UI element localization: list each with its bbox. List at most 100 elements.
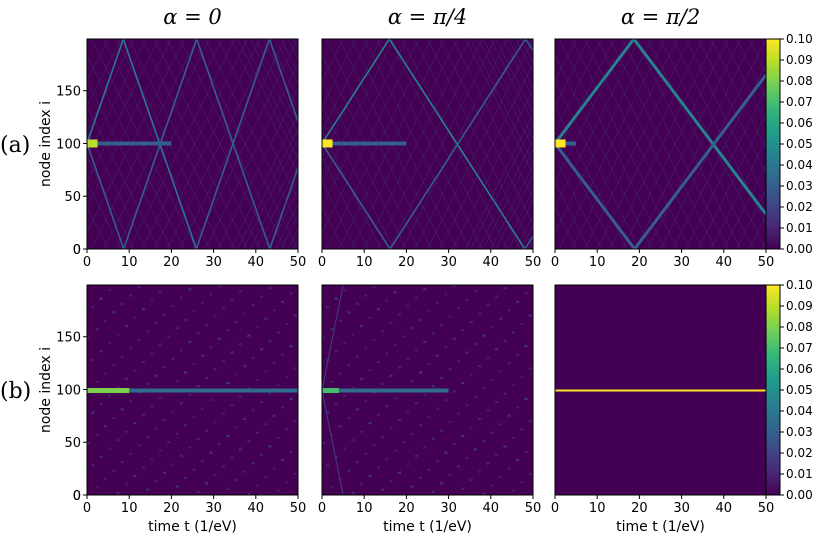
speckle xyxy=(129,400,133,403)
interference-line xyxy=(710,39,766,249)
speckle xyxy=(503,339,507,342)
speckle xyxy=(116,439,120,442)
speckle xyxy=(112,311,116,314)
interference-line xyxy=(596,39,703,249)
x-tick-label: 50 xyxy=(290,501,307,516)
speckle xyxy=(272,467,276,470)
axes-frame xyxy=(86,284,299,496)
y-tick-label: 50 xyxy=(64,436,81,451)
y-tick-label: 0 xyxy=(73,243,81,258)
speckle xyxy=(162,419,166,422)
speckle xyxy=(99,455,103,458)
speckle xyxy=(427,363,431,366)
speckle xyxy=(112,469,116,472)
speckle xyxy=(141,360,145,363)
speckle xyxy=(322,336,325,339)
speckle xyxy=(255,326,259,329)
speckle xyxy=(503,287,507,290)
speckle xyxy=(465,457,469,460)
interference-line xyxy=(87,39,134,249)
speckle xyxy=(343,447,347,450)
speckle xyxy=(99,350,103,353)
colorbar-tick-label: 0.01 xyxy=(786,221,813,235)
speckle xyxy=(255,431,259,434)
x-tick-label: 30 xyxy=(205,255,222,270)
speckle xyxy=(281,406,285,409)
speckle xyxy=(385,405,389,408)
speckle xyxy=(355,355,359,358)
heatmap-marks xyxy=(321,285,532,495)
speckle xyxy=(293,472,297,475)
speckle xyxy=(410,432,414,435)
speckle xyxy=(385,299,389,302)
speckle xyxy=(213,315,217,318)
speckle xyxy=(285,428,289,431)
colorbar-tick-label: 0.01 xyxy=(786,467,813,481)
speckle xyxy=(196,490,200,493)
x-tick-label: 40 xyxy=(483,501,500,516)
speckle xyxy=(141,308,145,311)
x-tick-label: 40 xyxy=(248,255,265,270)
speckle xyxy=(205,376,209,379)
speckle xyxy=(326,306,330,309)
speckle xyxy=(188,288,192,291)
speckle xyxy=(260,453,264,456)
speckle xyxy=(234,373,238,376)
speckle xyxy=(158,449,162,452)
speckle xyxy=(364,294,368,297)
speckle xyxy=(171,410,175,413)
y-tick-label: 0 xyxy=(73,489,81,504)
y-axis-label: node index i xyxy=(38,347,54,433)
speckle xyxy=(120,302,124,305)
speckle xyxy=(255,378,259,381)
speckle xyxy=(179,402,183,405)
speckle xyxy=(457,359,461,362)
speckle xyxy=(243,470,247,473)
speckle xyxy=(499,476,503,479)
speckle xyxy=(343,289,347,292)
speckle xyxy=(385,352,389,355)
speckle xyxy=(209,346,213,349)
interference-line xyxy=(154,39,261,249)
speckle xyxy=(414,296,418,299)
speckle xyxy=(175,485,179,488)
speckle xyxy=(158,396,162,399)
speckle xyxy=(129,294,133,297)
speckle xyxy=(264,317,268,320)
speckle xyxy=(372,444,376,447)
speckle xyxy=(461,434,465,437)
speckle xyxy=(226,382,230,385)
speckle xyxy=(251,409,255,412)
speckle xyxy=(116,333,120,336)
speckle xyxy=(184,477,188,480)
heatmap-marks xyxy=(87,285,298,495)
speckle xyxy=(272,362,276,365)
colorbar-tick-label: 0.03 xyxy=(786,179,813,193)
speckle xyxy=(338,319,342,322)
x-tick-label: 0 xyxy=(551,501,559,516)
speckle xyxy=(435,407,439,410)
speckle xyxy=(141,413,145,416)
speckle xyxy=(334,403,338,406)
speckle xyxy=(133,369,137,372)
speckle xyxy=(120,355,124,358)
speckle xyxy=(423,393,427,396)
speckle xyxy=(524,292,528,295)
speckle xyxy=(359,483,363,486)
speckle xyxy=(473,395,477,398)
speckle xyxy=(414,402,418,405)
speckle xyxy=(495,348,499,351)
speckle xyxy=(108,341,112,344)
speckle xyxy=(528,472,532,475)
wavefront xyxy=(553,142,636,249)
interference-line xyxy=(439,39,546,249)
central-beam xyxy=(322,141,407,146)
speckle xyxy=(137,444,141,447)
speckle xyxy=(414,454,418,457)
speckle xyxy=(381,488,385,491)
speckle xyxy=(343,341,347,344)
interference-line xyxy=(609,39,716,249)
source-spot xyxy=(87,139,98,148)
x-tick-label: 30 xyxy=(205,501,222,516)
